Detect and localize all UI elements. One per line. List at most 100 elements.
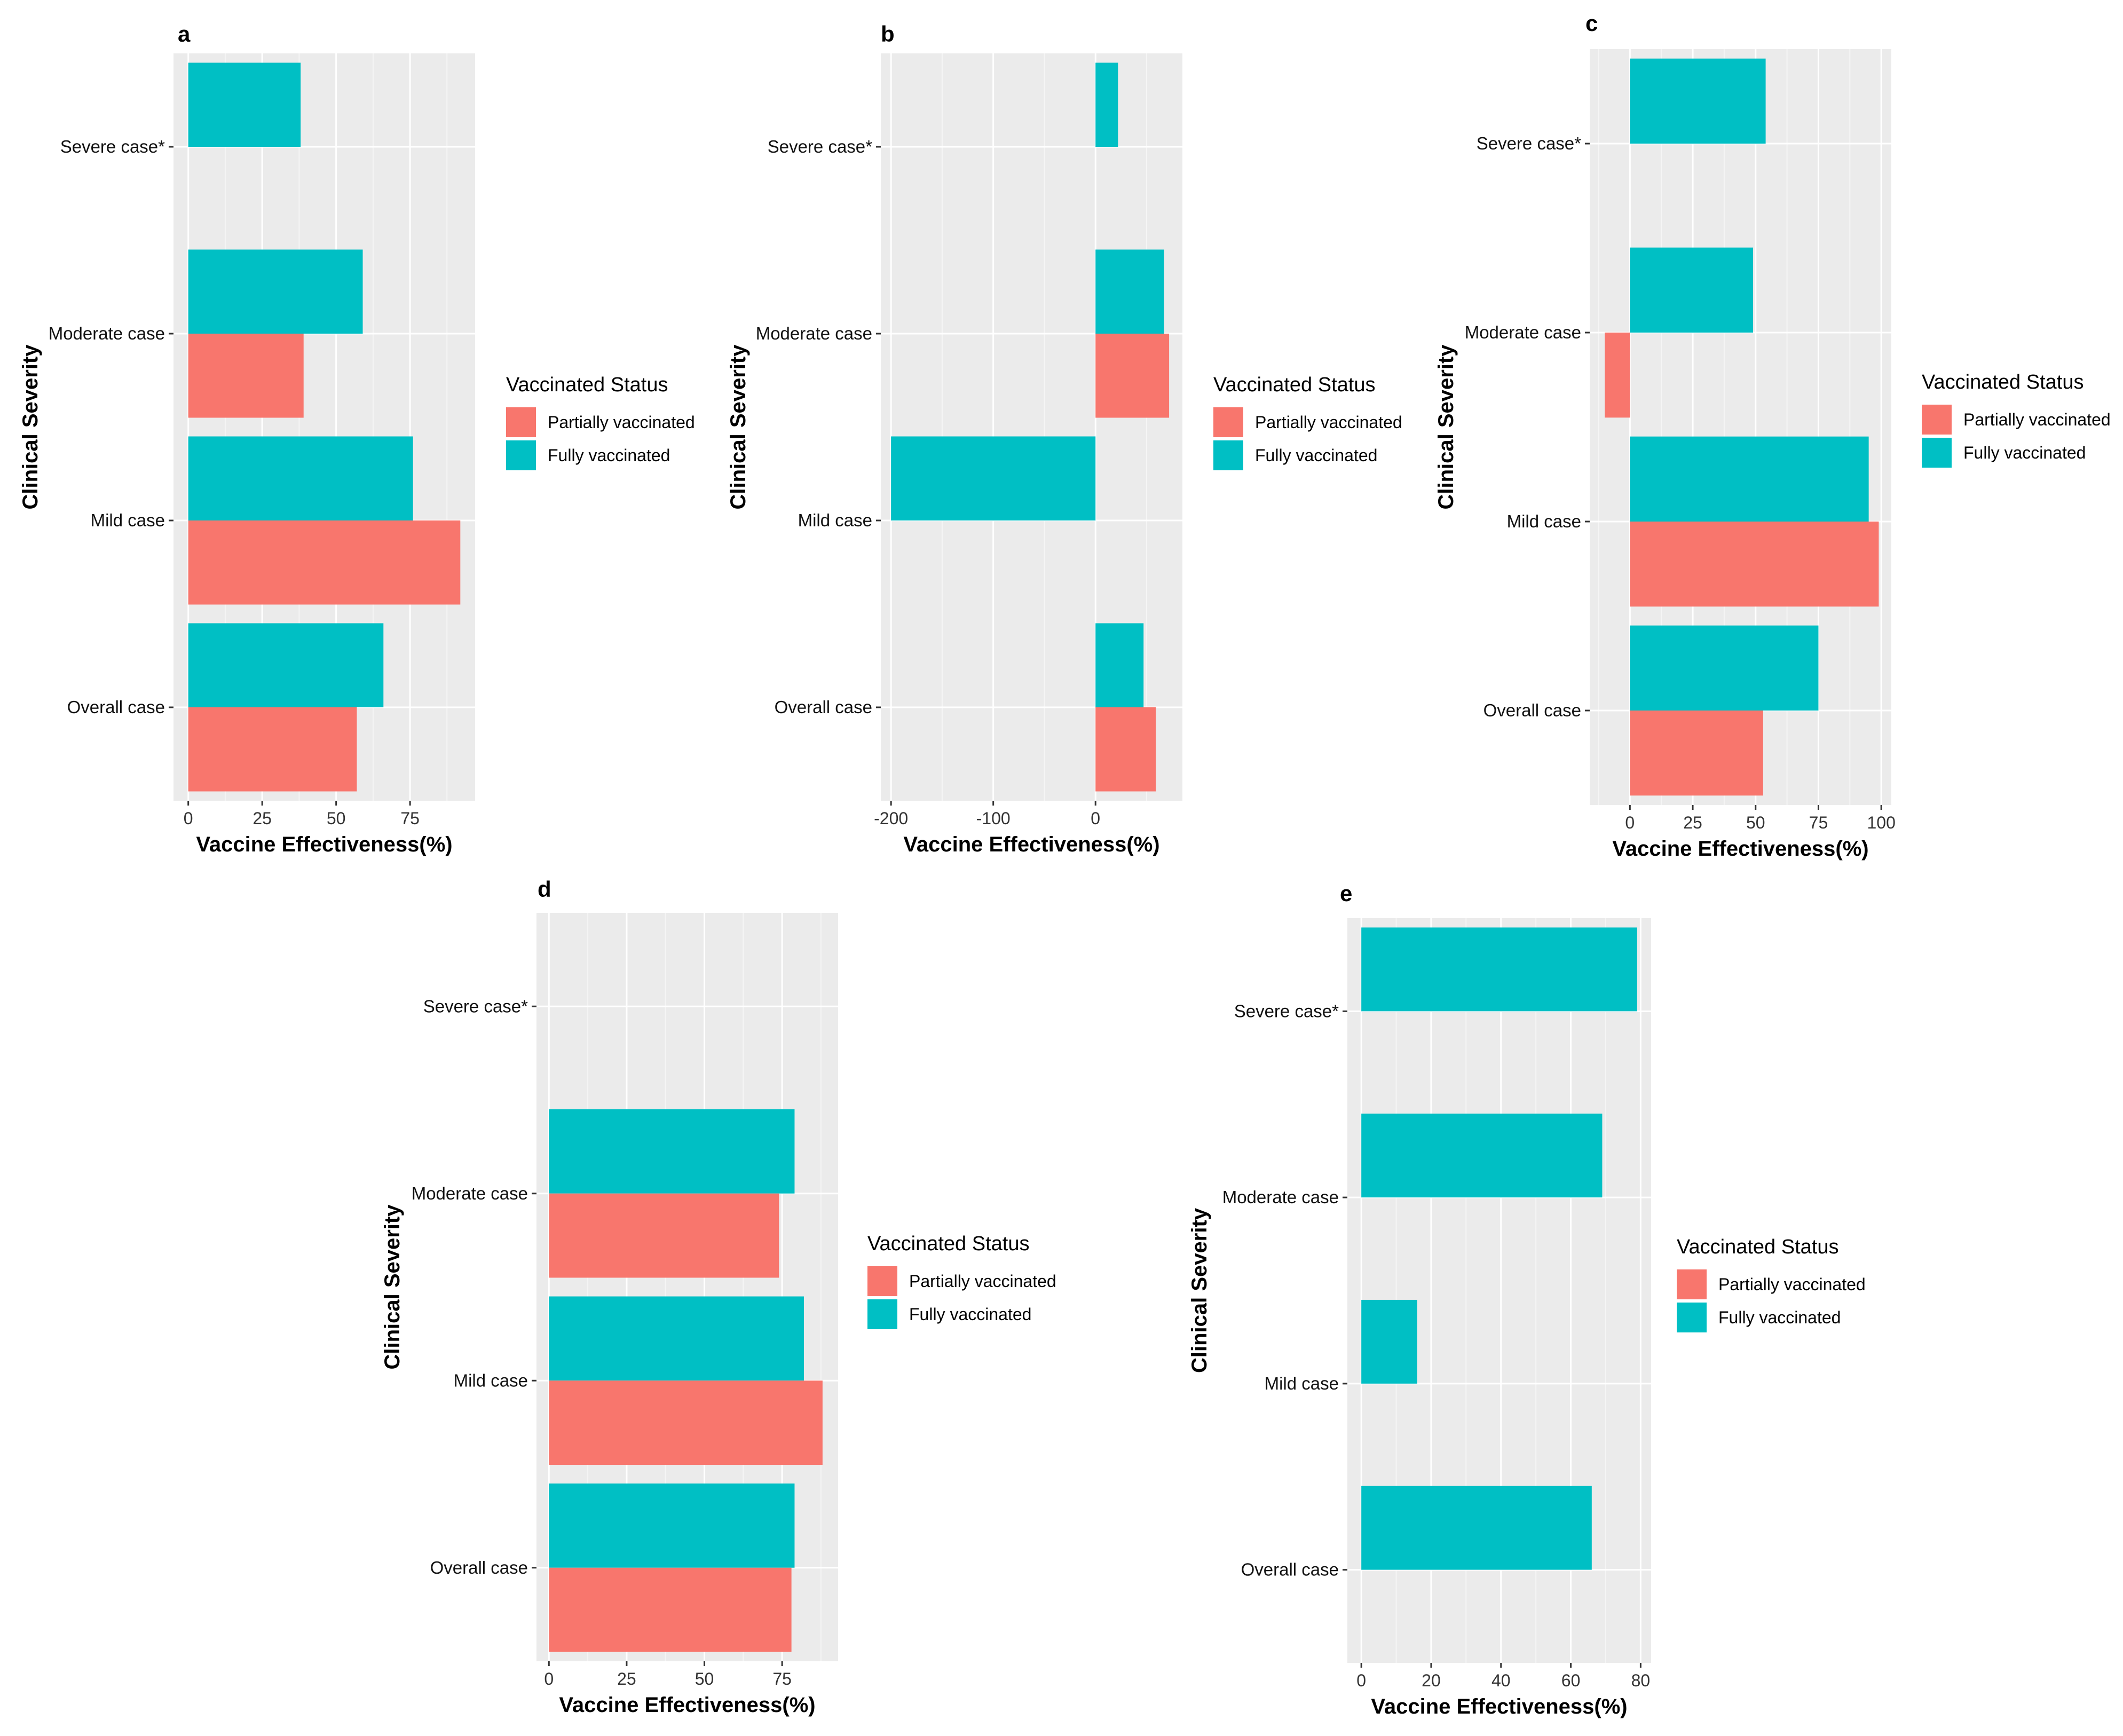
x-tick-label: 0 — [184, 809, 193, 828]
x-tick-label: 0 — [544, 1669, 554, 1688]
y-axis-title: Clinical Severity — [381, 1204, 404, 1370]
legend-title: Vaccinated Status — [1922, 371, 2083, 393]
legend-label-partially-vaccinated: Partially vaccinated — [1718, 1275, 1866, 1294]
legend: Vaccinated Status Partially vaccinated Ful… — [1213, 374, 1402, 470]
legend-label-partially-vaccinated: Partially vaccinated — [1963, 410, 2111, 429]
y-category-label: Moderate case — [412, 1183, 528, 1203]
bar-partially-vaccinated — [188, 334, 304, 418]
bar-fully-vaccinated — [1361, 1486, 1592, 1570]
bar-partially-vaccinated — [1630, 711, 1763, 796]
x-tick-label: -200 — [874, 809, 908, 828]
y-category-label: Mild case — [1265, 1374, 1339, 1393]
x-tick-label: -100 — [976, 809, 1011, 828]
bar-fully-vaccinated — [188, 249, 363, 334]
legend-label-fully-vaccinated: Fully vaccinated — [1963, 443, 2086, 462]
bar-partially-vaccinated — [1605, 333, 1630, 418]
panel-b: Overall case Mild case Moderate case Severe… — [727, 21, 1402, 856]
bar-fully-vaccinated — [891, 436, 1096, 520]
x-tick-label: 40 — [1491, 1671, 1511, 1690]
panel-label: b — [881, 21, 895, 46]
bar-fully-vaccinated — [188, 436, 413, 520]
bar-partially-vaccinated — [549, 1380, 823, 1465]
panel-c: Overall case Mild case Moderate case Severe… — [1434, 11, 2111, 861]
bar-fully-vaccinated — [549, 1109, 795, 1194]
x-axis-title: Vaccine Effectiveness(%) — [1371, 1695, 1627, 1718]
x-tick-label: 25 — [252, 809, 272, 828]
legend-key-partially-vaccinated — [867, 1266, 897, 1296]
legend-label-fully-vaccinated: Fully vaccinated — [548, 446, 670, 465]
y-category-label: Mild case — [1507, 511, 1581, 531]
bar-fully-vaccinated — [1630, 625, 1819, 711]
legend-label-fully-vaccinated: Fully vaccinated — [1718, 1308, 1841, 1327]
legend-title: Vaccinated Status — [1213, 374, 1375, 396]
x-axis-title: Vaccine Effectiveness(%) — [903, 833, 1159, 856]
bar-fully-vaccinated — [1095, 623, 1144, 707]
bar-fully-vaccinated — [1630, 247, 1754, 333]
y-category-label: Mild case — [798, 510, 872, 530]
legend-label-fully-vaccinated: Fully vaccinated — [909, 1305, 1031, 1324]
y-category-label: Moderate case — [756, 323, 872, 343]
y-axis-title: Clinical Severity — [1188, 1208, 1211, 1373]
bar-fully-vaccinated — [549, 1296, 804, 1381]
bar-fully-vaccinated — [188, 623, 384, 707]
panel-e: Overall case Mild case Moderate case Severe… — [1188, 881, 1866, 1718]
legend-title: Vaccinated Status — [506, 374, 668, 396]
bar-partially-vaccinated — [1095, 707, 1156, 792]
panel-label: d — [538, 877, 551, 902]
y-category-label: Overall case — [430, 1558, 528, 1577]
x-tick-label: 50 — [695, 1669, 714, 1688]
x-tick-label: 80 — [1631, 1671, 1651, 1690]
x-axis-title: Vaccine Effectiveness(%) — [1612, 837, 1868, 861]
y-category-label: Severe case* — [1477, 133, 1581, 153]
x-tick-label: 60 — [1561, 1671, 1581, 1690]
x-tick-label: 25 — [1683, 813, 1702, 832]
bar-partially-vaccinated — [1095, 334, 1170, 418]
legend-title: Vaccinated Status — [867, 1233, 1029, 1255]
panel-d: Overall case Mild case Moderate case Severe… — [381, 877, 1056, 1717]
x-tick-label: 75 — [1809, 813, 1828, 832]
legend-title: Vaccinated Status — [1677, 1236, 1838, 1258]
bar-partially-vaccinated — [549, 1193, 779, 1278]
panel-label: e — [1340, 881, 1352, 906]
y-category-label: Moderate case — [1465, 322, 1581, 342]
x-axis-title: Vaccine Effectiveness(%) — [196, 833, 452, 856]
legend-label-partially-vaccinated: Partially vaccinated — [1255, 413, 1402, 432]
y-axis-title: Clinical Severity — [727, 344, 750, 510]
legend-label-fully-vaccinated: Fully vaccinated — [1255, 446, 1377, 465]
legend-key-fully-vaccinated — [1213, 440, 1243, 470]
legend-key-fully-vaccinated — [1922, 438, 1952, 468]
x-tick-label: 0 — [1625, 813, 1635, 832]
bar-partially-vaccinated — [549, 1567, 792, 1652]
y-category-label: Overall case — [67, 697, 165, 717]
legend-key-fully-vaccinated — [867, 1299, 897, 1329]
y-category-label: Overall case — [1483, 700, 1581, 720]
x-tick-label: 25 — [617, 1669, 636, 1688]
y-category-label: Severe case* — [60, 137, 165, 156]
x-tick-label: 100 — [1867, 813, 1895, 832]
bar-fully-vaccinated — [1630, 436, 1869, 522]
legend: Vaccinated Status Partially vaccinated Ful… — [1677, 1236, 1866, 1332]
y-axis-title: Clinical Severity — [1434, 344, 1458, 510]
y-category-label: Severe case* — [1234, 1001, 1339, 1021]
panel-label: a — [178, 21, 191, 46]
x-tick-label: 0 — [1091, 809, 1100, 828]
bar-fully-vaccinated — [1630, 58, 1766, 144]
legend-key-partially-vaccinated — [1213, 407, 1243, 437]
legend-key-fully-vaccinated — [1677, 1303, 1707, 1332]
legend: Vaccinated Status Partially vaccinated Ful… — [867, 1233, 1056, 1329]
legend-label-partially-vaccinated: Partially vaccinated — [548, 413, 695, 432]
y-category-label: Overall case — [775, 697, 872, 717]
y-category-label: Mild case — [454, 1370, 528, 1390]
bar-fully-vaccinated — [188, 62, 301, 147]
bar-fully-vaccinated — [1095, 62, 1118, 147]
bar-fully-vaccinated — [1095, 249, 1164, 334]
panel-label: c — [1585, 11, 1598, 36]
legend-key-partially-vaccinated — [1922, 405, 1952, 435]
legend-key-partially-vaccinated — [506, 407, 536, 437]
bar-partially-vaccinated — [188, 520, 461, 605]
x-tick-label: 75 — [772, 1669, 792, 1688]
y-category-label: Moderate case — [1222, 1187, 1339, 1207]
y-category-label: Severe case* — [768, 137, 872, 156]
legend-key-fully-vaccinated — [506, 440, 536, 470]
